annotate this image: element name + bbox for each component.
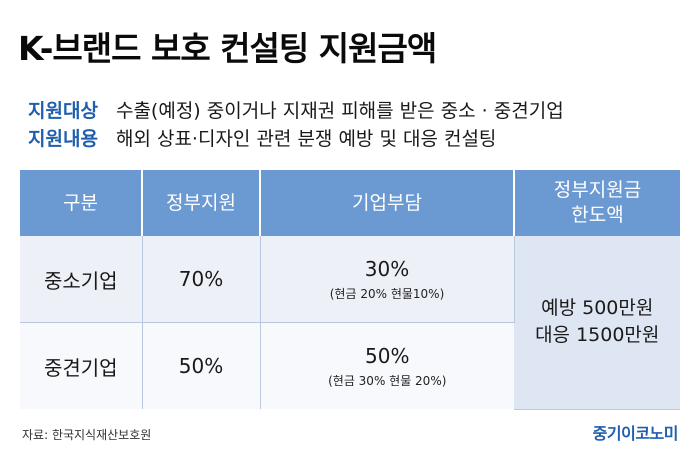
limit-cell: 예방 500만원 대응 1500만원 [514, 236, 680, 410]
table-row: 중견기업 50% 50% (현금 30% 현물 20%) [20, 322, 680, 409]
header-limit: 정부지원금 한도액 [514, 170, 680, 236]
row-company-burden: 50% [365, 343, 410, 368]
row-company-detail: (현금 20% 현물10%) [329, 286, 445, 301]
row-gov-support: 50% [142, 322, 261, 409]
limit-prevention: 예방 500만원 [541, 296, 654, 319]
publisher-logo: 중기이코노미 [592, 424, 679, 443]
info-row-content: 지원내용 해외 상표·디자인 관련 분쟁 예방 및 대응 컨설팅 [28, 124, 496, 151]
page-title: K-브랜드 보호 컨설팅 지원금액 [18, 29, 437, 68]
header-gov-support: 정부지원 [142, 170, 261, 236]
info-label-content: 지원내용 [28, 128, 98, 150]
limit-response: 대응 1500만원 [535, 324, 660, 347]
row-gov-support: 70% [142, 236, 261, 323]
source-note: 자료: 한국지식재산보호원 [22, 428, 152, 442]
row-company-detail: (현금 30% 현물 20%) [328, 373, 447, 388]
support-table: 구분 정부지원 기업부담 정부지원금 한도액 중소기업 70% 30% (현금 … [20, 170, 680, 410]
row-category: 중소기업 [20, 236, 143, 323]
header-category: 구분 [20, 170, 143, 236]
header-company-burden: 기업부담 [260, 170, 515, 236]
table-row: 중소기업 70% 30% (현금 20% 현물10%) 예방 500만원 대응 … [20, 236, 680, 410]
info-text-target: 수출(예정) 중이거나 지재권 피해를 받은 중소 · 중견기업 [115, 100, 564, 122]
info-row-target: 지원대상 수출(예정) 중이거나 지재권 피해를 받은 중소 · 중견기업 [28, 96, 564, 123]
row-company-burden-cell: 30% (현금 20% 현물10%) [260, 236, 515, 323]
table-header-row: 구분 정부지원 기업부담 정부지원금 한도액 [20, 170, 680, 236]
row-company-burden: 30% [364, 256, 410, 281]
info-label-target: 지원대상 [28, 100, 98, 122]
row-company-burden-cell: 50% (현금 30% 현물 20%) [260, 322, 514, 409]
row-category: 중견기업 [20, 322, 143, 409]
info-text-content: 해외 상표·디자인 관련 분쟁 예방 및 대응 컨설팅 [115, 128, 497, 150]
